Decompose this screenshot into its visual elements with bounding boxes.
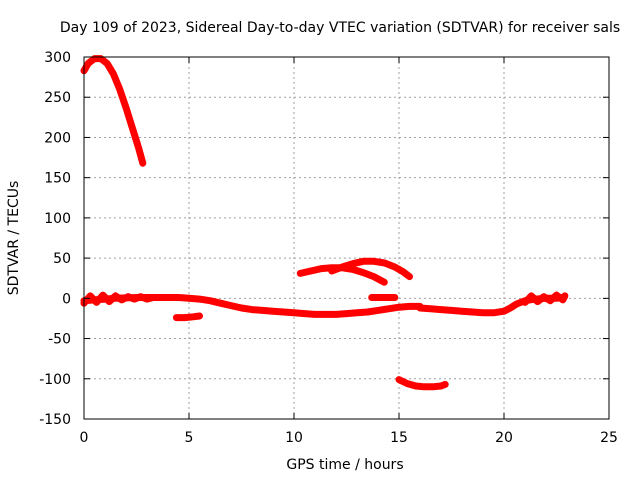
grid xyxy=(84,57,609,419)
x-tick-label: 20 xyxy=(495,430,513,446)
y-tick-label: 300 xyxy=(44,50,71,66)
y-tick-label: 100 xyxy=(44,211,71,227)
y-tick-label: -50 xyxy=(48,332,71,348)
plot-frame xyxy=(83,56,610,420)
x-tick-label: 25 xyxy=(600,430,618,446)
x-tick-labels: 0 5 10 15 20 25 xyxy=(80,430,618,446)
series-layer xyxy=(80,55,569,391)
y-tick-label: 250 xyxy=(44,90,71,106)
series-hump-low xyxy=(172,312,203,322)
y-tick-labels: -150 -100 -50 0 50 100 150 200 250 300 xyxy=(39,50,71,428)
series-arc-1 xyxy=(80,55,147,167)
y-tick-label: -150 xyxy=(39,412,71,428)
ticks xyxy=(83,56,610,420)
x-tick-label: 0 xyxy=(80,430,89,446)
x-tick-label: 10 xyxy=(285,430,303,446)
y-tick-label: -100 xyxy=(39,372,71,388)
y-tick-label: 0 xyxy=(62,291,71,307)
x-tick-label: 5 xyxy=(185,430,194,446)
x-tick-label: 15 xyxy=(390,430,408,446)
series-arc-low xyxy=(395,376,449,391)
chart-title: Day 109 of 2023, Sidereal Day-to-day VTE… xyxy=(60,20,620,36)
series-arc-mid-b xyxy=(328,257,413,281)
y-axis-label: SDTVAR / TECUs xyxy=(6,181,22,296)
x-axis-label: GPS time / hours xyxy=(286,457,403,473)
series-noise-start xyxy=(80,291,157,307)
y-tick-label: 150 xyxy=(44,171,71,187)
series-noise-end xyxy=(521,291,569,306)
y-tick-label: 200 xyxy=(44,130,71,146)
y-tick-label: 50 xyxy=(53,251,71,267)
